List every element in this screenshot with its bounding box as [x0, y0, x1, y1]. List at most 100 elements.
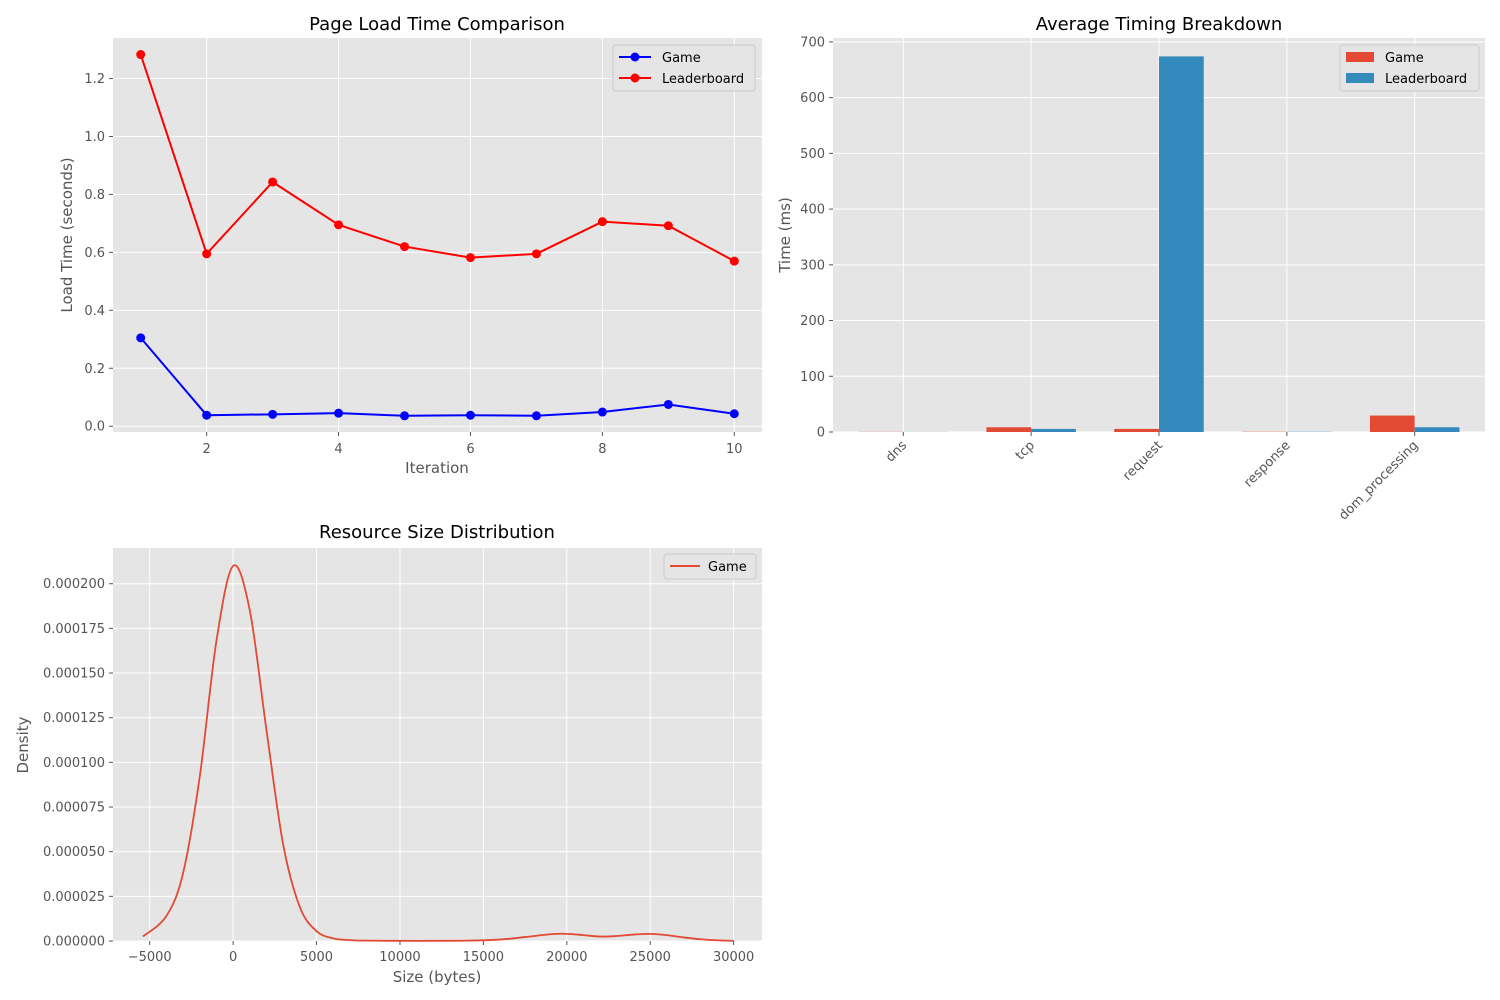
- x-tick-label: 0: [229, 950, 237, 965]
- x-tick-label: 6: [466, 442, 474, 457]
- bar-game-tcp: [986, 427, 1032, 432]
- data-point-leaderboard: [531, 249, 541, 259]
- legend-timing: Game Leaderboard: [1339, 44, 1480, 92]
- legend-box-timing: [1339, 44, 1480, 92]
- y-ticks-load-time: 0.0 0.2 0.4 0.6 0.8 1.0 1.2: [84, 72, 113, 435]
- y-axis-label-resource-size: Density: [14, 716, 32, 773]
- bar-leaderboard-dom_processing: [1414, 427, 1460, 432]
- bars-group-timing: [858, 56, 1460, 432]
- y-tick-label: 100: [800, 370, 825, 385]
- data-point-leaderboard: [729, 256, 739, 266]
- data-point-leaderboard: [334, 220, 344, 230]
- y-ticks-timing: 0 100 200 300 400 500 600 700: [800, 35, 833, 441]
- y-tick-label: 1.0: [84, 130, 105, 145]
- x-ticks-resource-size: −5000 0 5000 10000 15000 20000 25000 30000: [128, 941, 754, 965]
- y-axis-label-timing: Time (ms): [776, 197, 794, 274]
- y-ticks-resource-size: 0.000000 0.000025 0.000050 0.000075 0.000100…: [43, 577, 113, 950]
- y-tick-label: 400: [800, 203, 825, 218]
- bar-leaderboard-request: [1159, 56, 1204, 432]
- x-tick-label: −5000: [128, 950, 172, 965]
- y-tick-label: 0.000000: [43, 935, 105, 950]
- y-tick-label: 0.8: [84, 188, 105, 203]
- x-tick-label: 30000: [713, 950, 754, 965]
- data-point-game: [531, 411, 541, 421]
- x-tick-label: 25000: [630, 950, 671, 965]
- grid-load-time: [113, 38, 762, 432]
- chart-title-timing: Average Timing Breakdown: [1036, 14, 1283, 35]
- legend-swatch-game: [1346, 52, 1374, 62]
- legend-marker-game: [630, 52, 640, 62]
- x-tick-label: 2: [203, 442, 211, 457]
- chart-title-resource-size: Resource Size Distribution: [319, 522, 555, 543]
- y-tick-label: 0.000075: [43, 801, 105, 816]
- panel-timing-breakdown: 0 100 200 300 400 500 600 700 dns tcp request resp…: [776, 14, 1485, 523]
- y-tick-label: 0.2: [84, 362, 105, 377]
- plot-area-load-time: [113, 38, 762, 432]
- data-point-game: [334, 408, 344, 418]
- legend-box-resource-size: [663, 553, 757, 580]
- data-point-game: [597, 407, 607, 417]
- data-point-game: [663, 399, 673, 409]
- x-axis-label-load-time: Iteration: [405, 459, 469, 477]
- y-tick-label: 700: [800, 35, 825, 50]
- y-tick-label: 0.000050: [43, 845, 105, 860]
- data-point-leaderboard: [268, 177, 278, 187]
- y-tick-label: 0.000175: [43, 622, 105, 637]
- y-tick-label: 0.4: [84, 304, 105, 319]
- y-tick-label: 0.6: [84, 246, 105, 261]
- legend-label-game: Game: [708, 560, 747, 575]
- bar-game-request: [1114, 428, 1159, 432]
- y-tick-label: 0.000200: [43, 577, 105, 592]
- data-point-leaderboard: [465, 253, 475, 263]
- data-point-leaderboard: [597, 217, 607, 227]
- legend-swatch-leaderboard: [1346, 73, 1374, 83]
- panel-load-time: 0.0 0.2 0.4 0.6 0.8 1.0 1.2 2 4 6 8 10 Page Load T…: [58, 14, 762, 477]
- bar-game-dom_processing: [1369, 415, 1415, 432]
- series-group-load-time: [136, 50, 739, 421]
- legend-resource-size: Game: [663, 553, 757, 580]
- x-tick-label: 8: [598, 442, 606, 457]
- x-ticks-timing: dns tcp request response dom_processing: [883, 432, 1422, 523]
- x-tick-label-response: response: [1241, 438, 1293, 490]
- y-tick-label: 1.2: [84, 72, 105, 87]
- y-tick-label: 200: [800, 314, 825, 329]
- series-group-resource-size: [142, 564, 734, 942]
- grid-resource-size: [113, 548, 762, 942]
- x-tick-label-dom_processing: dom_processing: [1336, 438, 1421, 523]
- data-point-leaderboard: [202, 249, 212, 259]
- y-tick-label: 0.000125: [43, 711, 105, 726]
- x-tick-label-tcp: tcp: [1013, 438, 1038, 463]
- panel-resource-size: 0.000000 0.000025 0.000050 0.000075 0.000100…: [14, 522, 762, 986]
- series-line-leaderboard: [139, 54, 735, 262]
- x-tick-label-request: request: [1120, 438, 1166, 484]
- plot-area-resource-size: [113, 548, 762, 941]
- y-tick-label: 500: [800, 147, 825, 162]
- y-tick-label: 0: [817, 426, 825, 441]
- legend-label-game: Game: [1385, 51, 1424, 66]
- bar-leaderboard-tcp: [1031, 428, 1076, 432]
- data-point-game: [136, 333, 146, 343]
- data-point-game: [268, 409, 278, 419]
- legend-load-time: Game Leaderboard: [612, 44, 756, 92]
- legend-marker-leaderboard: [630, 73, 640, 83]
- x-tick-label: 15000: [463, 950, 504, 965]
- y-axis-label-load-time: Load Time (seconds): [58, 157, 76, 312]
- data-point-leaderboard: [400, 242, 410, 252]
- x-tick-label-dns: dns: [883, 438, 910, 465]
- chart-title-load-time: Page Load Time Comparison: [309, 14, 565, 35]
- data-point-leaderboard: [663, 221, 673, 231]
- data-point-game: [400, 411, 410, 421]
- x-ticks-load-time: 2 4 6 8 10: [203, 432, 743, 457]
- series-line-game: [139, 337, 735, 417]
- y-tick-label: 0.000025: [43, 890, 105, 905]
- x-tick-label: 20000: [546, 950, 587, 965]
- data-point-game: [465, 410, 475, 420]
- data-point-game: [202, 410, 212, 420]
- x-axis-label-resource-size: Size (bytes): [393, 968, 482, 986]
- y-tick-label: 0.0: [84, 420, 105, 435]
- legend-label-game: Game: [662, 51, 701, 66]
- y-tick-label: 300: [800, 258, 825, 273]
- x-tick-label: 10: [726, 442, 743, 457]
- x-tick-label: 4: [334, 442, 342, 457]
